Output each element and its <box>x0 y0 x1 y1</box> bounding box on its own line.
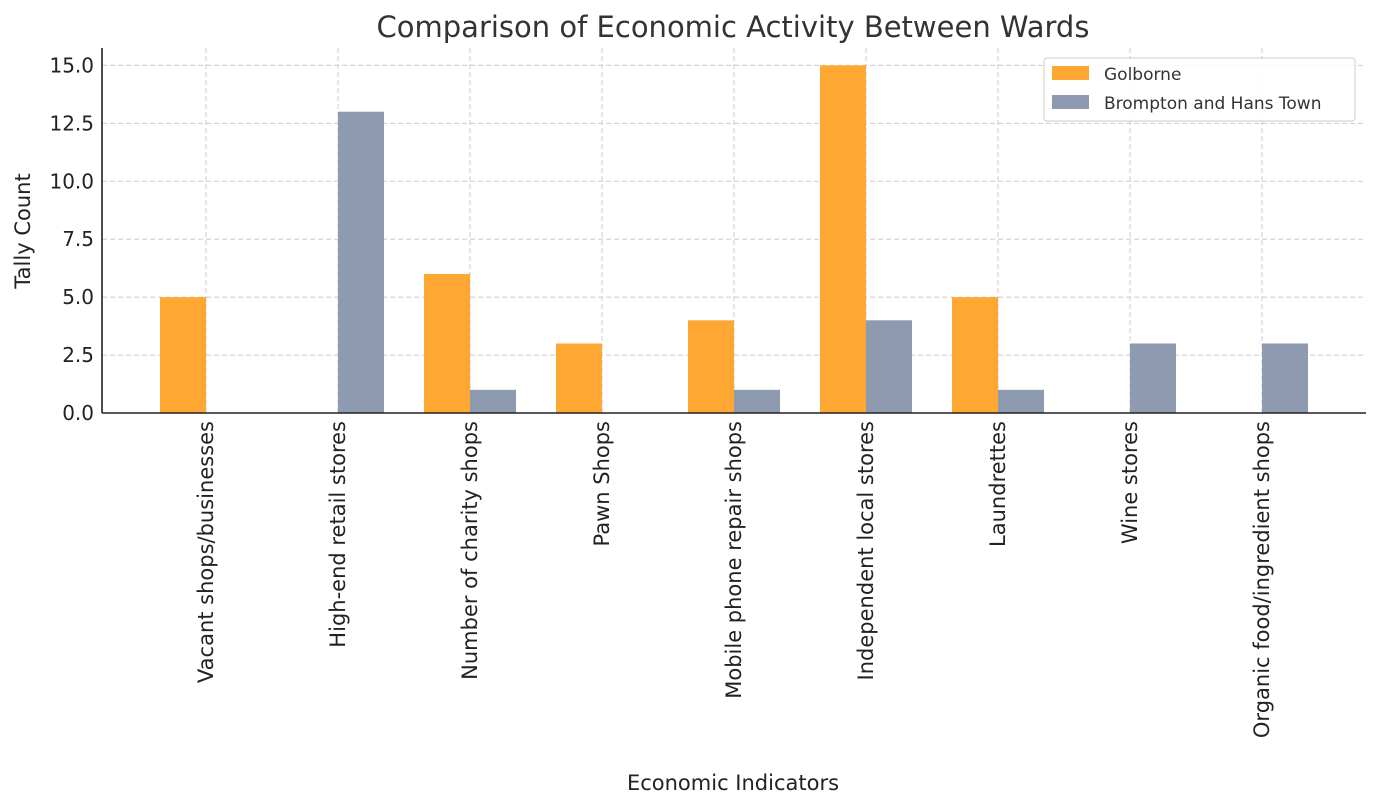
y-tick-label: 10.0 <box>49 169 94 193</box>
legend: Golborne Brompton and Hans Town <box>1043 57 1356 122</box>
y-tick-label: 7.5 <box>62 227 94 251</box>
x-tick-label: Organic food/ingredient shops <box>1250 421 1274 738</box>
y-tick-label: 5.0 <box>62 285 94 309</box>
x-tick-labels: Vacant shops/businesses High-end retail s… <box>194 421 1274 738</box>
bar-golborne-3 <box>556 343 602 413</box>
x-tick-label: Number of charity shops <box>458 421 482 680</box>
bars <box>160 65 1308 413</box>
bar-golborne-0 <box>160 297 206 413</box>
x-axis-title: Economic Indicators <box>627 771 839 795</box>
x-tick-label: Wine stores <box>1118 421 1142 544</box>
y-tick-label: 0.0 <box>62 401 94 425</box>
legend-swatch-golborne <box>1052 66 1089 80</box>
bar-brompton-4 <box>734 389 780 413</box>
bar-brompton-7 <box>1130 343 1176 413</box>
x-tick-label: Mobile phone repair shops <box>722 421 746 699</box>
bar-golborne-5 <box>820 65 866 413</box>
legend-box <box>1043 57 1356 122</box>
chart-title: Comparison of Economic Activity Between … <box>377 10 1090 44</box>
y-tick-label: 12.5 <box>49 111 94 135</box>
bar-golborne-2 <box>424 273 470 413</box>
y-tick-label: 15.0 <box>49 53 94 77</box>
x-tick-label: Laundrettes <box>986 421 1010 547</box>
legend-label-brompton: Brompton and Hans Town <box>1104 94 1321 114</box>
legend-label-golborne: Golborne <box>1104 65 1181 85</box>
bar-brompton-6 <box>998 389 1044 413</box>
bar-brompton-8 <box>1262 343 1308 413</box>
x-tick-label: Vacant shops/businesses <box>194 421 218 683</box>
y-tick-label: 2.5 <box>62 343 94 367</box>
legend-swatch-brompton <box>1052 95 1089 109</box>
x-tick-label: Independent local stores <box>854 421 878 680</box>
x-tick-label: Pawn Shops <box>590 421 614 547</box>
axes <box>101 48 1366 414</box>
y-tick-labels: 0.0 2.5 5.0 7.5 10.0 12.5 15.0 <box>49 53 94 425</box>
bar-golborne-4 <box>688 320 734 413</box>
bar-golborne-6 <box>952 297 998 413</box>
y-axis-title: Tally Count <box>11 173 35 289</box>
bar-brompton-1 <box>338 111 384 413</box>
bar-brompton-2 <box>470 389 516 413</box>
bar-brompton-5 <box>866 320 912 413</box>
x-tick-label: High-end retail stores <box>326 421 350 648</box>
